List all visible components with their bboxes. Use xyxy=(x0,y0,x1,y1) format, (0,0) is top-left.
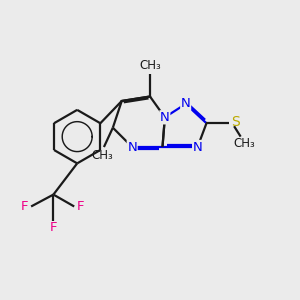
Text: N: N xyxy=(181,98,190,110)
Text: F: F xyxy=(77,200,85,213)
Text: F: F xyxy=(50,221,57,234)
Text: CH₃: CH₃ xyxy=(233,137,255,150)
Text: S: S xyxy=(231,115,240,129)
Text: F: F xyxy=(21,200,28,213)
Text: N: N xyxy=(160,111,170,124)
Text: CH₃: CH₃ xyxy=(92,149,113,162)
Text: N: N xyxy=(193,140,202,154)
Text: CH₃: CH₃ xyxy=(139,59,161,72)
Text: N: N xyxy=(127,140,137,154)
